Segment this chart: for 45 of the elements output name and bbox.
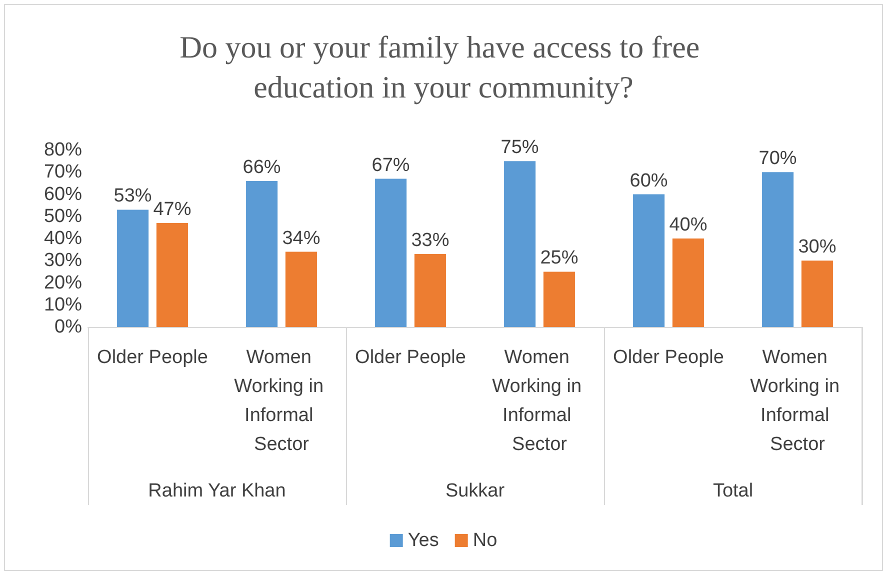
text: Total — [712, 480, 754, 502]
data-label: 47% — [153, 199, 192, 220]
x-tick-label: Older People — [355, 347, 466, 368]
y-tick-label: 40% — [44, 228, 82, 249]
data-label: 34% — [282, 228, 320, 249]
bar — [117, 210, 149, 327]
chart-title: Do you or your family have access to free education in your community? — [180, 30, 708, 104]
bar — [672, 238, 704, 327]
y-tick-label: 80% — [44, 140, 82, 160]
bar — [504, 161, 536, 327]
bar — [801, 260, 833, 327]
data-label: 30% — [798, 236, 836, 258]
bar — [543, 272, 575, 327]
bar — [414, 254, 446, 327]
y-tick-label: 50% — [44, 206, 82, 227]
text: Rahim Yar Khan — [148, 480, 286, 502]
bar — [156, 223, 188, 327]
x-tick-label: Older People — [613, 347, 724, 368]
y-tick-label: 0% — [54, 316, 82, 338]
data-label: 40% — [669, 214, 708, 236]
x-tick-label: Women Working in Informal Sector — [234, 347, 329, 455]
data-label: 70% — [758, 148, 797, 170]
x-tick-label: Women Working in Informal Sector — [750, 347, 845, 455]
bar — [762, 172, 794, 327]
data-label: 25% — [540, 248, 578, 269]
data-label: 67% — [372, 154, 410, 176]
x-tick-label: Women Working in Informal Sector — [492, 347, 587, 455]
data-label: 75% — [500, 137, 539, 158]
legend-label: No — [472, 530, 498, 551]
bar — [285, 252, 317, 327]
data-label: 60% — [630, 170, 668, 192]
y-tick-label: 70% — [44, 162, 82, 183]
bar — [375, 178, 407, 327]
data-label: 53% — [114, 186, 152, 207]
y-tick-label: 20% — [44, 272, 82, 294]
x-tick-label: Older People — [97, 347, 208, 368]
bar — [633, 194, 665, 327]
text: Sukkar — [445, 480, 506, 502]
data-label: 66% — [242, 156, 281, 178]
bar — [246, 180, 278, 327]
legend-label: Yes — [408, 530, 439, 551]
y-tick-label: 60% — [44, 184, 82, 205]
y-tick-label: 10% — [44, 294, 82, 316]
y-tick-label: 30% — [44, 250, 82, 272]
data-label: 33% — [411, 230, 450, 251]
